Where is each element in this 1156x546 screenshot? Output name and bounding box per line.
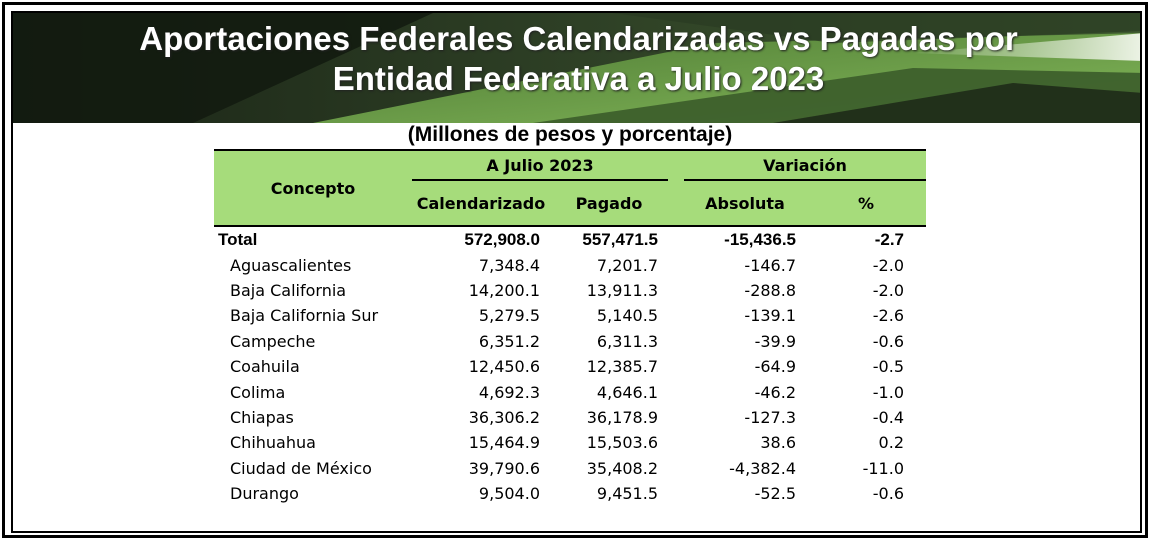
- row-pagado: 7,201.7: [596, 255, 658, 275]
- banner-background: [13, 13, 1140, 123]
- row-name: Chihuahua: [230, 433, 316, 453]
- row-absoluta: -64.9: [754, 357, 796, 377]
- row-absoluta: -4,382.4: [729, 458, 796, 478]
- row-calendarizado: 15,464.9: [468, 433, 540, 453]
- header-gap-2: [668, 180, 684, 227]
- row-calendarizado: 7,348.4: [478, 255, 540, 275]
- table-row: Chiapas 36,306.2 36,178.9 -127.3 -0.4: [214, 405, 926, 430]
- aportaciones-table: Concepto A Julio 2023 Variación Calendar…: [214, 149, 926, 506]
- slide-frame: Aportaciones Federales Calendarizadas vs…: [11, 11, 1142, 533]
- header-gap: [668, 149, 684, 180]
- row-pagado: 6,311.3: [596, 331, 658, 351]
- row-pct: -0.4: [872, 407, 904, 427]
- header-pct: %: [806, 180, 926, 227]
- row-name: Baja California: [230, 280, 347, 300]
- row-absoluta: 38.6: [760, 433, 796, 453]
- row-name: Durango: [230, 484, 299, 504]
- row-calendarizado: 39,790.6: [468, 458, 540, 478]
- row-pagado: 15,503.6: [586, 433, 658, 453]
- table-subtitle: (Millones de pesos y porcentaje): [407, 123, 733, 146]
- outer-frame: [2, 2, 1148, 538]
- row-name: Chiapas: [230, 407, 294, 427]
- row-absoluta: -146.7: [744, 255, 796, 275]
- row-pct: -1.0: [872, 382, 904, 402]
- row-calendarizado: 572,908.0: [464, 229, 540, 249]
- table-row: Aguascalientes 7,348.4 7,201.7 -146.7 -2…: [214, 252, 926, 277]
- row-pct: -0.5: [872, 357, 904, 377]
- title-banner: Aportaciones Federales Calendarizadas vs…: [13, 13, 1140, 123]
- table-row: Colima 4,692.3 4,646.1 -46.2 -1.0: [214, 379, 926, 404]
- row-pagado: 9,451.5: [596, 484, 658, 504]
- row-calendarizado: 6,351.2: [478, 331, 540, 351]
- row-absoluta: -15,436.5: [724, 229, 796, 249]
- row-pct: -2.7: [874, 229, 904, 249]
- row-name: Aguascalientes: [230, 255, 352, 275]
- row-name: Ciudad de México: [230, 458, 372, 478]
- row-pct: -2.6: [872, 306, 904, 326]
- page-title: Aportaciones Federales Calendarizadas vs…: [13, 19, 1140, 99]
- row-pagado: 12,385.7: [586, 357, 658, 377]
- table-row: Coahuila 12,450.6 12,385.7 -64.9 -0.5: [214, 354, 926, 379]
- title-line-1: Aportaciones Federales Calendarizadas vs…: [139, 20, 1018, 57]
- row-absoluta: -52.5: [754, 484, 796, 504]
- row-absoluta: -127.3: [744, 407, 796, 427]
- row-calendarizado: 9,504.0: [478, 484, 540, 504]
- row-pct: 0.2: [878, 433, 904, 453]
- row-pagado: 4,646.1: [596, 382, 658, 402]
- row-calendarizado: 4,692.3: [478, 382, 540, 402]
- header-absoluta: Absoluta: [684, 180, 806, 227]
- row-pct: -0.6: [872, 484, 904, 504]
- row-name: Campeche: [230, 331, 316, 351]
- row-absoluta: -46.2: [754, 382, 796, 402]
- table-row: Baja California 14,200.1 13,911.3 -288.8…: [214, 278, 926, 303]
- table-row: Durango 9,504.0 9,451.5 -52.5 -0.6: [214, 481, 926, 506]
- row-pagado: 5,140.5: [596, 306, 658, 326]
- row-name: Baja California Sur: [230, 306, 379, 326]
- row-absoluta: -288.8: [744, 280, 796, 300]
- row-pagado: 36,178.9: [586, 407, 658, 427]
- row-absoluta: -39.9: [754, 331, 796, 351]
- table-row: Campeche 6,351.2 6,311.3 -39.9 -0.6: [214, 329, 926, 354]
- row-absoluta: -139.1: [744, 306, 796, 326]
- table-row: Ciudad de México 39,790.6 35,408.2 -4,38…: [214, 456, 926, 481]
- table-row: Chihuahua 15,464.9 15,503.6 38.6 0.2: [214, 430, 926, 455]
- row-calendarizado: 12,450.6: [468, 357, 540, 377]
- row-calendarizado: 5,279.5: [478, 306, 540, 326]
- row-name: Coahuila: [230, 357, 300, 377]
- row-calendarizado: 36,306.2: [468, 407, 540, 427]
- header-calendarizado: Calendarizado: [412, 180, 550, 227]
- row-pct: -2.0: [872, 255, 904, 275]
- row-pagado: 13,911.3: [586, 280, 658, 300]
- header-pagado: Pagado: [550, 180, 668, 227]
- total-row: Total 572,908.0 557,471.5 -15,436.5 -2.7: [214, 226, 926, 252]
- header-group-a-julio: A Julio 2023: [412, 149, 668, 181]
- row-pct: -0.6: [872, 331, 904, 351]
- table-row: Baja California Sur 5,279.5 5,140.5 -139…: [214, 303, 926, 328]
- title-line-2: Entidad Federativa a Julio 2023: [332, 60, 825, 97]
- header-concepto: Concepto: [214, 149, 412, 227]
- header-group-variacion: Variación: [684, 149, 926, 181]
- row-calendarizado: 14,200.1: [468, 280, 540, 300]
- row-pct: -2.0: [872, 280, 904, 300]
- row-pagado: 557,471.5: [582, 229, 658, 249]
- row-name: Colima: [230, 382, 286, 402]
- row-pagado: 35,408.2: [586, 458, 658, 478]
- row-pct: -11.0: [862, 458, 904, 478]
- row-name: Total: [218, 229, 258, 249]
